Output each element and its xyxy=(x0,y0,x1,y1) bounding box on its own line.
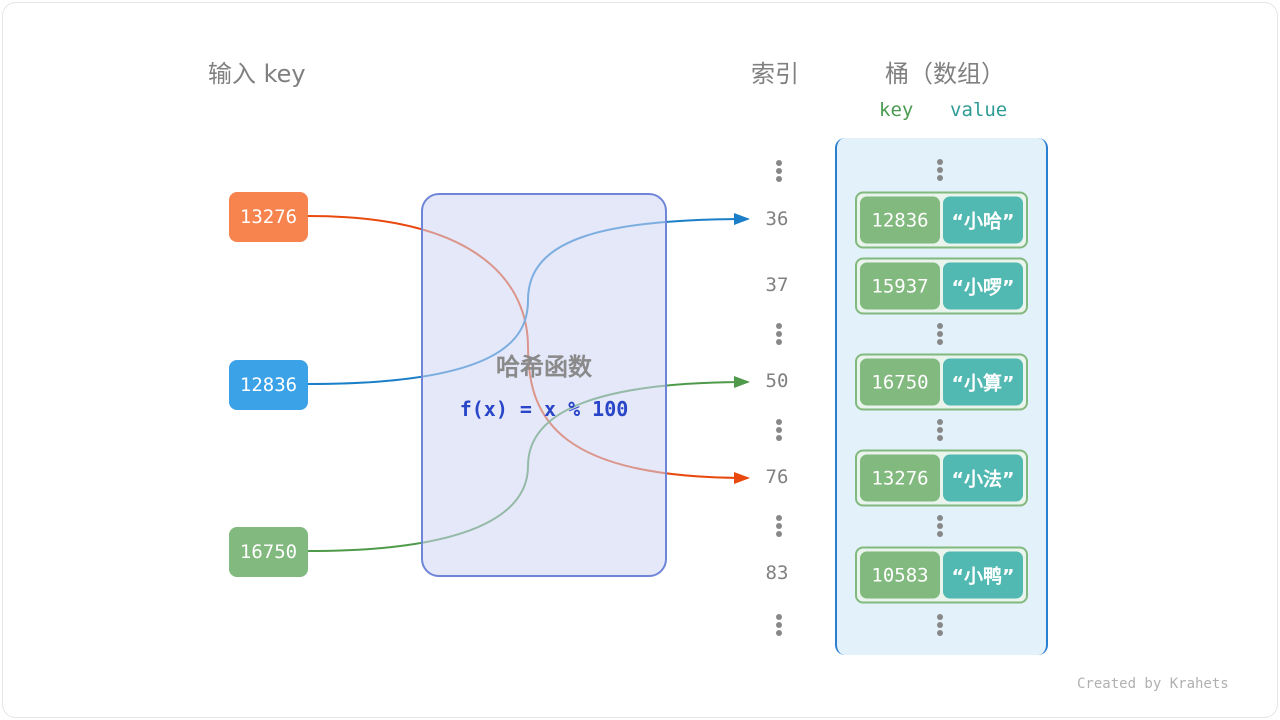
value-column-header: value xyxy=(950,99,1008,121)
credit-text: Created by Krahets xyxy=(1077,676,1229,692)
index-header: 索引 xyxy=(751,60,799,88)
bucket-entry: 15937 “小啰” xyxy=(855,257,1028,315)
bucket-entry: 16750 “小算” xyxy=(855,353,1028,411)
entry-value: “小哈” xyxy=(943,196,1023,244)
ellipsis-icon xyxy=(937,614,943,636)
input-key-12836: 12836 xyxy=(229,360,308,410)
hash-function-title: 哈希函数 xyxy=(496,353,592,381)
index-label: 50 xyxy=(765,370,789,392)
bucket-header: 桶（数组） xyxy=(885,60,1005,88)
hash-function-formula: f(x) = x % 100 xyxy=(459,397,629,421)
input-key-16750: 16750 xyxy=(229,527,308,577)
ellipsis-icon xyxy=(937,159,943,181)
input-key-header: 输入 key xyxy=(208,60,306,88)
entry-value: “小鸭” xyxy=(943,551,1023,599)
index-label: 36 xyxy=(765,208,789,230)
entry-key: 10583 xyxy=(860,551,940,599)
hash-function-box: 哈希函数 f(x) = x % 100 xyxy=(421,193,667,577)
entry-value: “小法” xyxy=(943,454,1023,502)
ellipsis-icon xyxy=(776,323,782,345)
index-label: 76 xyxy=(765,466,789,488)
key-column-header: key xyxy=(879,99,914,121)
ellipsis-icon xyxy=(937,323,943,345)
ellipsis-icon xyxy=(937,515,943,537)
bucket-entry: 13276 “小法” xyxy=(855,449,1028,507)
ellipsis-icon xyxy=(776,515,782,537)
entry-value: “小啰” xyxy=(943,262,1023,310)
ellipsis-icon xyxy=(937,419,943,441)
ellipsis-icon xyxy=(776,419,782,441)
ellipsis-icon xyxy=(776,614,782,636)
input-key-13276: 13276 xyxy=(229,192,308,242)
bucket-entry: 12836 “小哈” xyxy=(855,191,1028,249)
entry-key: 16750 xyxy=(860,358,940,406)
bucket-entry: 10583 “小鸭” xyxy=(855,546,1028,604)
index-label: 37 xyxy=(765,274,789,296)
entry-key: 12836 xyxy=(860,196,940,244)
entry-value: “小算” xyxy=(943,358,1023,406)
entry-key: 13276 xyxy=(860,454,940,502)
ellipsis-icon xyxy=(776,160,782,182)
index-label: 83 xyxy=(765,562,789,584)
entry-key: 15937 xyxy=(860,262,940,310)
